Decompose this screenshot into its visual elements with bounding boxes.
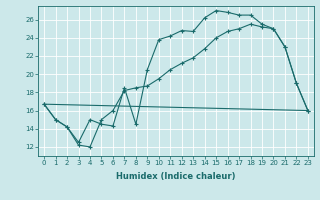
X-axis label: Humidex (Indice chaleur): Humidex (Indice chaleur) bbox=[116, 172, 236, 181]
